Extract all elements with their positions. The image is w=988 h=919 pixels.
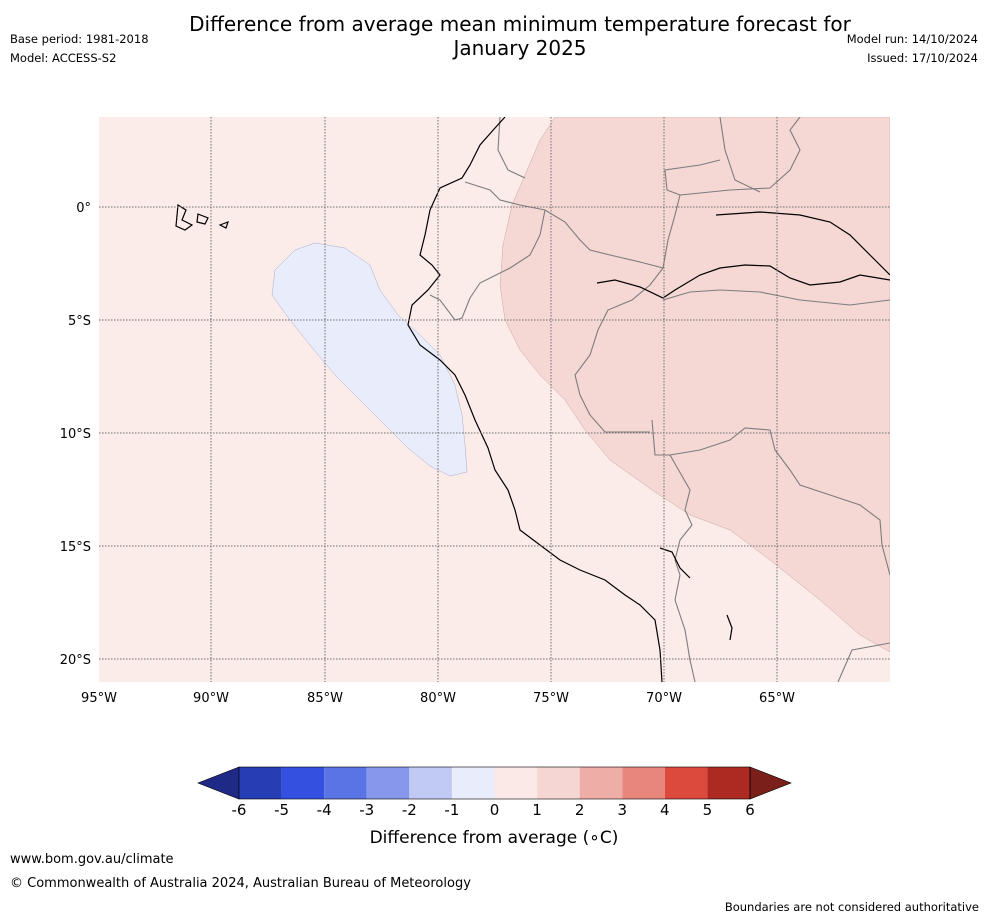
graticule — [99, 117, 890, 682]
colorbar-tick-label: -1 — [444, 801, 460, 819]
lon-label-80w: 80°W — [420, 691, 456, 706]
anomaly-minus1-to-0-region — [271, 242, 468, 477]
colorbar-swatch — [409, 767, 452, 799]
lon-label-70w: 70°W — [646, 691, 682, 706]
colorbar-arrow-high — [749, 766, 792, 800]
colorbar-tick-label: 2 — [574, 801, 585, 819]
model-run-text: Model run: 14/10/2024 — [846, 32, 978, 46]
colorbar-tick-label: 6 — [745, 801, 755, 819]
footer-url: www.bom.gov.au/climate — [10, 852, 174, 867]
lon-label-65w: 65°W — [759, 691, 795, 706]
title-line-1: Difference from average mean minimum tem… — [189, 12, 851, 36]
lon-label-75w: 75°W — [533, 691, 569, 706]
lat-label-15s: 15°S — [60, 540, 91, 555]
colorbar-tick-label: 0 — [489, 801, 500, 819]
model-text: Model: ACCESS-S2 — [10, 51, 117, 65]
lon-label-90w: 90°W — [193, 691, 229, 706]
footer-note: Boundaries are not considered authoritat… — [724, 900, 979, 914]
colorbar-swatch — [451, 767, 495, 799]
map-title: Difference from average mean minimum tem… — [150, 12, 890, 60]
title-line-2: January 2025 — [453, 36, 587, 60]
colorbar-swatch — [239, 767, 282, 799]
colorbar — [197, 766, 792, 800]
colorbar-border — [238, 766, 751, 800]
colorbar-tick-label: 4 — [660, 801, 670, 819]
colorbar-swatch — [494, 767, 538, 799]
lat-label-10s: 10°S — [60, 427, 91, 442]
lon-label-85w: 85°W — [307, 691, 343, 706]
colorbar-swatch — [537, 767, 580, 799]
colorbar-swatch — [664, 767, 708, 799]
meta-right: Model run: 14/10/2024 Issued: 17/10/2024 — [847, 32, 978, 70]
colorbar-swatch — [281, 767, 325, 799]
colorbar-swatch — [366, 767, 410, 799]
colorbar-swatch — [622, 767, 665, 799]
colorbar-tick-label: -5 — [274, 801, 290, 819]
colorbar-arrow-low — [197, 766, 240, 800]
colorbar-swatch — [579, 767, 623, 799]
colorbar-swatch — [707, 767, 750, 799]
lat-label-0: 0° — [76, 201, 91, 216]
colorbar-swatch — [324, 767, 367, 799]
lat-label-5s: 5°S — [68, 314, 91, 329]
country-borders — [429, 117, 890, 682]
footer-copyright: © Commonwealth of Australia 2024, Austra… — [10, 876, 471, 891]
colorbar-tick-label: -6 — [231, 801, 247, 819]
colorbar-tick-label: 3 — [617, 801, 628, 819]
coastline — [175, 117, 890, 682]
anomaly-1-to-2-region — [499, 117, 890, 653]
lon-label-95w: 95°W — [81, 691, 117, 706]
colorbar-tick-label: -2 — [401, 801, 417, 819]
colorbar-title: Difference from average (∘C) — [369, 828, 619, 848]
colorbar-tick-label: -3 — [359, 801, 375, 819]
colorbar-tick-label: 5 — [702, 801, 713, 819]
meta-left: Base period: 1981-2018 Model: ACCESS-S2 — [10, 32, 149, 70]
lat-label-20s: 20°S — [60, 653, 91, 668]
base-period-text: Base period: 1981-2018 — [10, 32, 149, 46]
colorbar-tick-label: -4 — [316, 801, 332, 819]
issued-text: Issued: 17/10/2024 — [867, 51, 978, 65]
colorbar-tick-label: 1 — [532, 801, 542, 819]
